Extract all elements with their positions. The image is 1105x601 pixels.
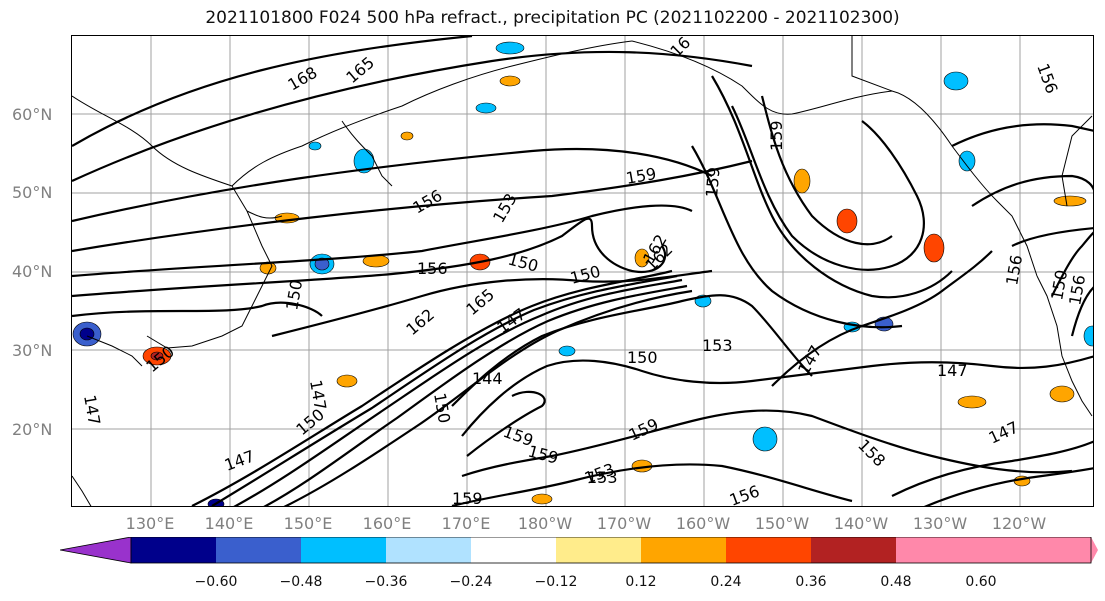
lon-label-130w: 130°W (912, 514, 968, 533)
contour-label: 165 (462, 285, 498, 319)
lat-label-50n: 50°N (12, 183, 53, 202)
colorbar-tick: −0.60 (194, 574, 238, 590)
lat-label-20n: 20°N (12, 420, 53, 439)
lon-label-150e: 150°E (283, 514, 333, 533)
lon-label-140w: 140°W (833, 514, 889, 533)
colorbar-tick: 0.48 (880, 574, 912, 590)
colorbar-bin (386, 537, 471, 563)
contour-label: 150 (430, 391, 454, 424)
colorbar-bin (726, 537, 811, 563)
coastlines (72, 36, 1093, 506)
map-panel[interactable]: 168 165 16 159 156 153 150 156 150 159 1… (71, 35, 1094, 507)
contour-label: 147 (80, 393, 104, 426)
lon-label-140e: 140°E (204, 514, 254, 533)
colorbar-bin (471, 537, 556, 563)
contour-label: 144 (472, 369, 503, 388)
lon-label-160w: 160°W (675, 514, 731, 533)
colorbar-right-arrow (896, 537, 1098, 563)
colorbar-bin (641, 537, 726, 563)
contour-label: 147 (306, 378, 330, 411)
contour-label: 162 (402, 305, 438, 339)
graticule (72, 36, 1093, 506)
contour-label: 150 (142, 342, 178, 376)
contour-label: 159 (702, 166, 724, 198)
colorbar-tick: −0.12 (534, 574, 578, 590)
contour-label: 159 (452, 489, 483, 507)
contour-label: 147 (222, 446, 257, 474)
lon-label-160e: 160°E (362, 514, 412, 533)
contour-label: 159 (767, 120, 786, 151)
lon-label-150w: 150°W (754, 514, 810, 533)
colorbar-tick: 0.24 (710, 574, 742, 590)
contours (72, 36, 1093, 506)
contour-label: 150 (292, 405, 328, 439)
contour-label: 153 (587, 468, 618, 487)
colorbar-tick: −0.36 (364, 574, 408, 590)
contour-label: 158 (854, 435, 889, 470)
colorbar-bin (131, 537, 216, 563)
map-title: 2021101800 F024 500 hPa refract., precip… (205, 8, 900, 28)
lon-label-130e: 130°E (125, 514, 175, 533)
lon-label-170e: 170°E (441, 514, 491, 533)
contour-label: 159 (626, 414, 662, 444)
lon-label-180w: 180°W (517, 514, 573, 533)
contour-label: 156 (410, 186, 446, 218)
colorbar-tick: −0.48 (279, 574, 323, 590)
colorbar-tick: 0.60 (965, 574, 997, 590)
contour-label: 150 (568, 262, 602, 288)
contour-label: 159 (526, 442, 560, 468)
lon-label-170w: 170°W (596, 514, 652, 533)
contour-label: 165 (342, 53, 378, 87)
contour-label: 147 (986, 417, 1022, 447)
colorbar-tick: 0.36 (795, 574, 827, 590)
colorbar-bin (556, 537, 641, 563)
contour-label: 156 (417, 259, 448, 278)
contour-label: 147 (937, 361, 968, 380)
contour-label: 156 (1002, 253, 1026, 286)
colorbar-bin (811, 537, 896, 563)
lat-label-40n: 40°N (12, 262, 53, 281)
lat-label-30n: 30°N (12, 341, 53, 360)
contour-label: 159 (624, 164, 657, 188)
colorbar-bin (301, 537, 386, 563)
contour-label: 153 (702, 336, 733, 355)
colorbar-bin (216, 537, 301, 563)
lon-label-120w: 120°W (991, 514, 1047, 533)
contour-label: 156 (727, 481, 762, 507)
colorbar-tick: 0.12 (625, 574, 657, 590)
colorbar (60, 537, 1098, 564)
contour-label: 156 (1033, 61, 1061, 96)
colorbar-tick: −0.24 (449, 574, 493, 590)
map-svg: 168 165 16 159 156 153 150 156 150 159 1… (72, 36, 1093, 507)
contour-label: 153 (489, 190, 521, 226)
colorbar-left-arrow (60, 537, 132, 564)
lat-label-60n: 60°N (12, 105, 53, 124)
contour-label: 168 (285, 63, 321, 95)
contour-label: 150 (627, 348, 658, 367)
